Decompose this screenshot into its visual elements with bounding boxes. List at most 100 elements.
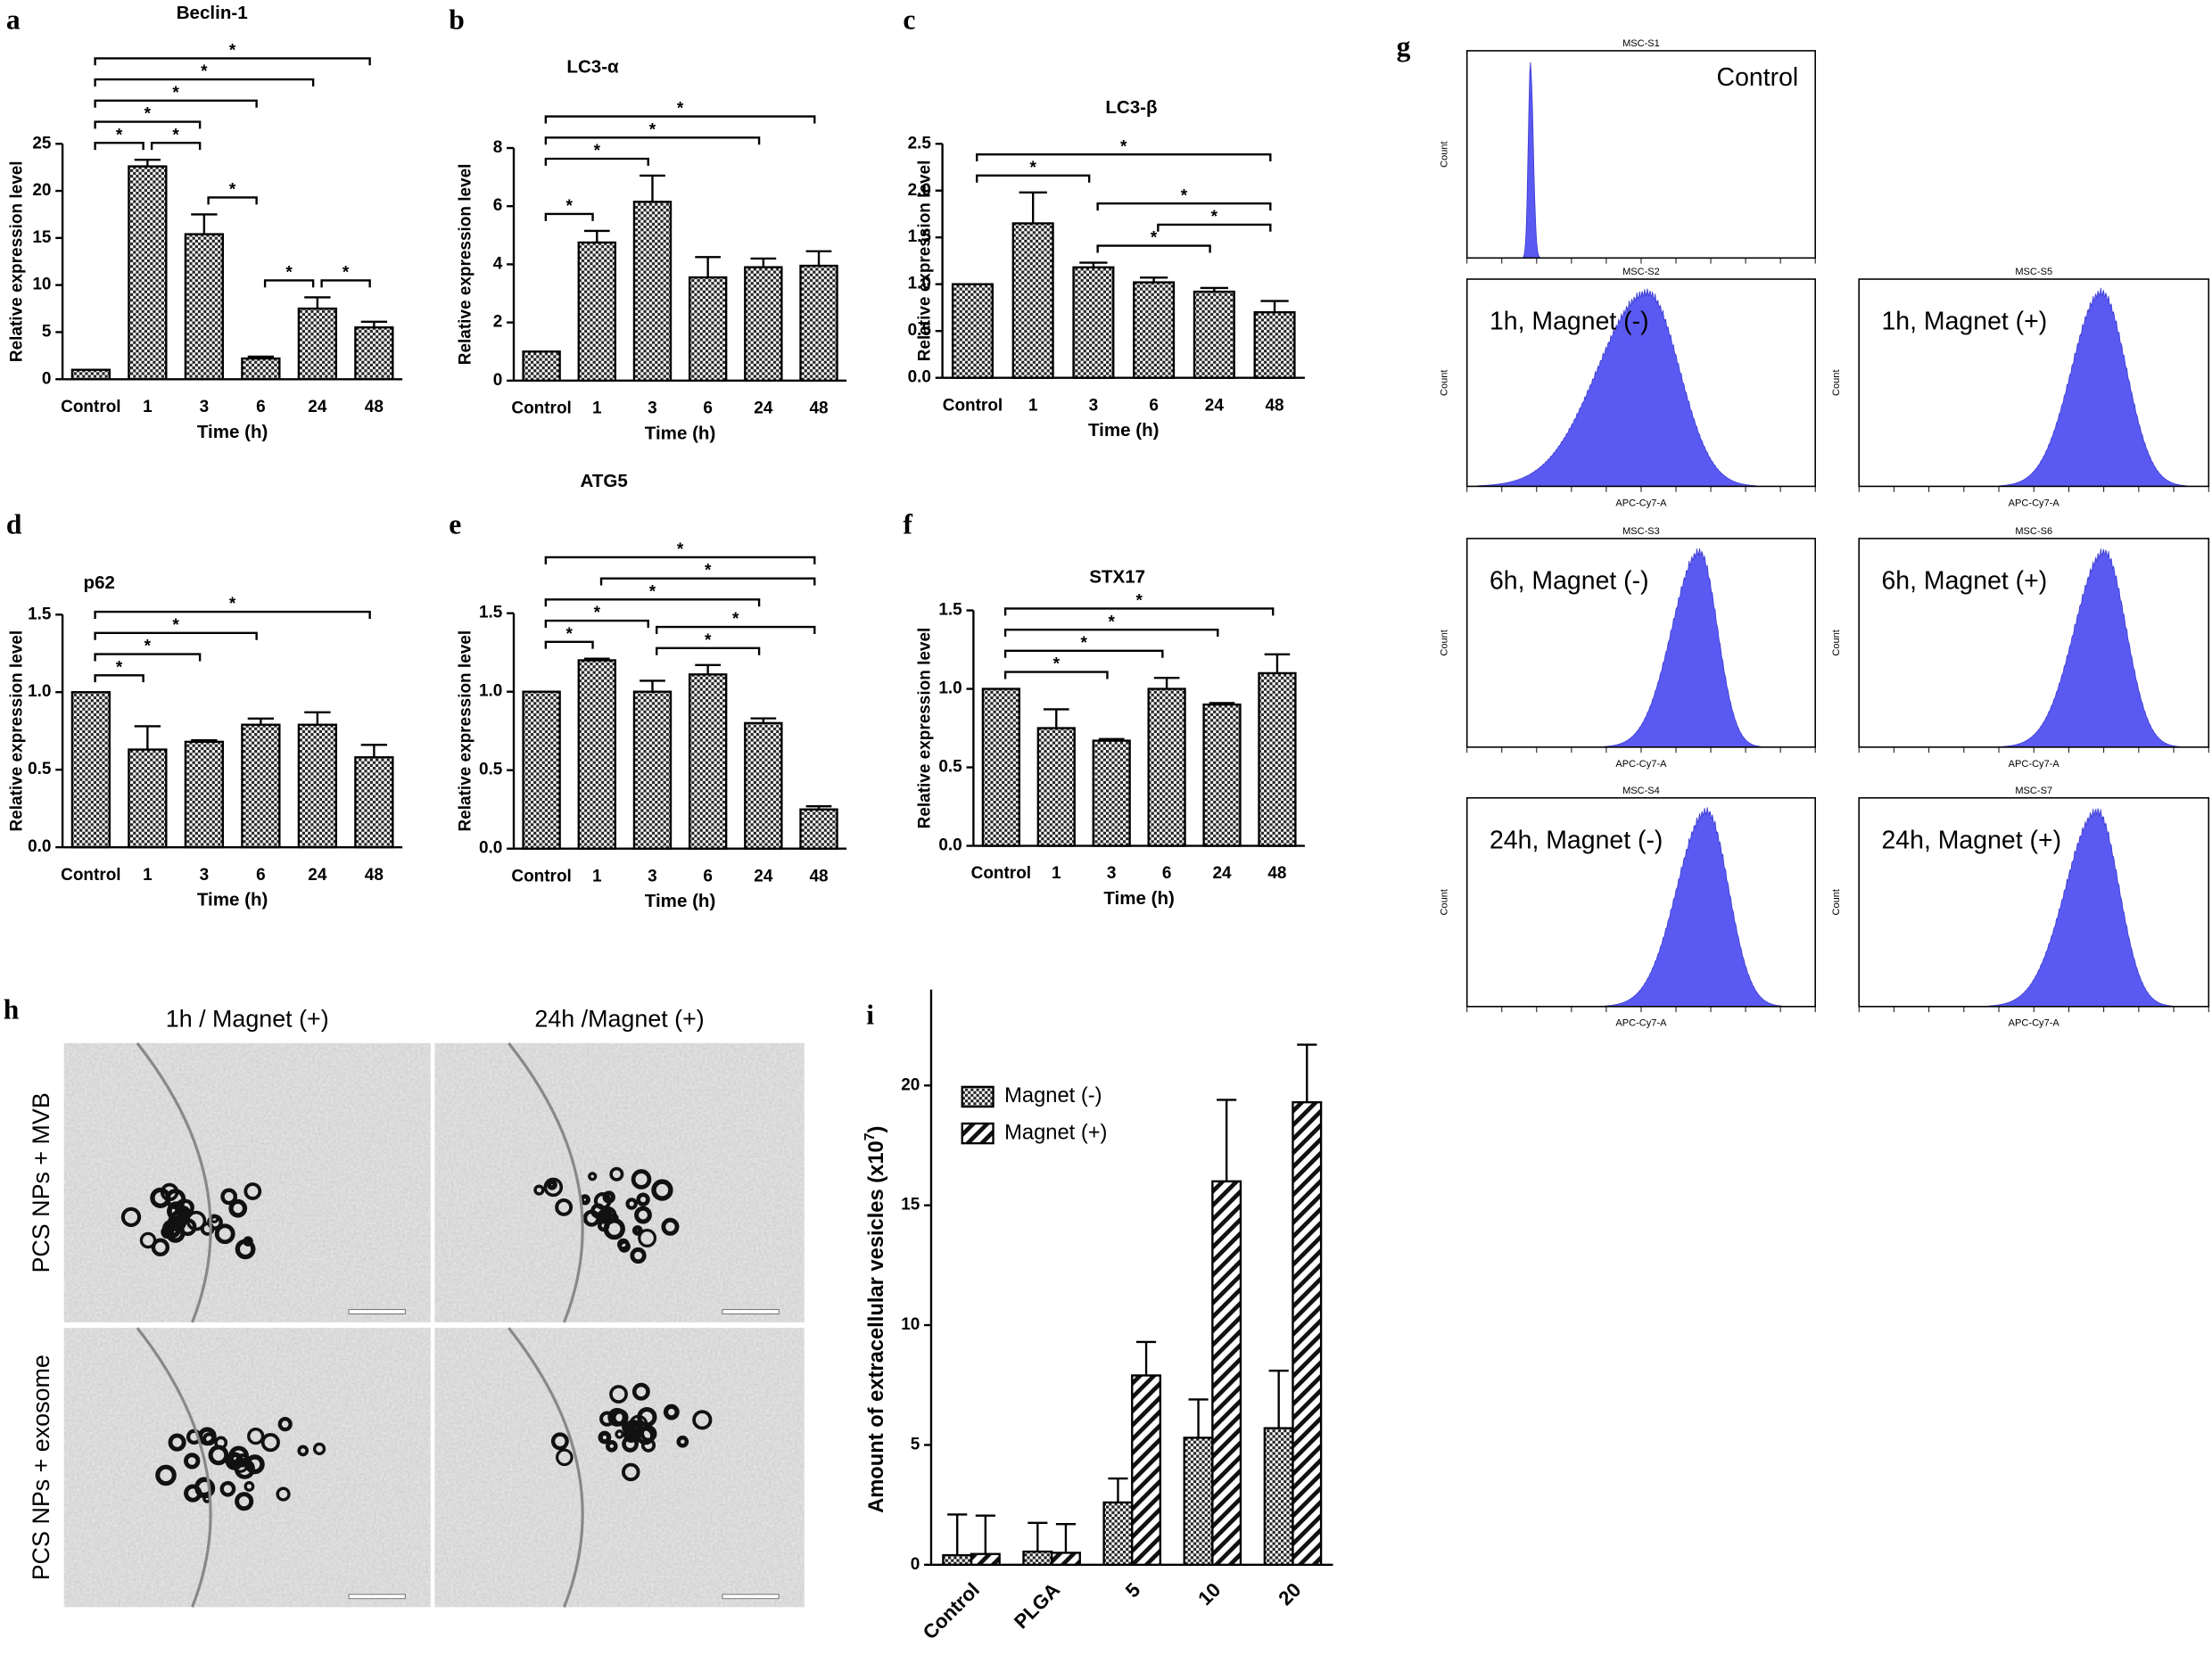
panel-label: h xyxy=(4,993,20,1025)
bar xyxy=(744,721,783,850)
panel-title: 6h, Magnet (+) xyxy=(1882,566,2048,595)
nanoparticle xyxy=(638,1229,657,1247)
significance-label: * xyxy=(705,631,712,650)
x-tick-label: 10 xyxy=(1193,1578,1225,1610)
bar xyxy=(1147,688,1186,847)
x-tick-label: 3 xyxy=(1089,396,1099,415)
significance-label: * xyxy=(229,41,236,60)
x-tick-label: 1 xyxy=(1052,864,1061,883)
legend-label: Magnet (-) xyxy=(1004,1084,1102,1107)
nanoparticle xyxy=(194,1478,216,1499)
y-tick-label: 1.0 xyxy=(28,682,51,701)
y-tick-label: 20 xyxy=(32,181,51,200)
panel-label: f xyxy=(903,509,912,540)
x-axis-title: APC-Cy7-A xyxy=(1615,1018,1667,1029)
significance-bracket xyxy=(1096,202,1272,211)
significance-label: * xyxy=(116,126,123,144)
panel-label: b xyxy=(449,4,465,36)
y-axis-title: Relative expression level xyxy=(8,630,27,832)
y-tick-label: 1.0 xyxy=(479,682,502,701)
x-tick-label: 6 xyxy=(703,399,713,417)
y-tick-label: 2 xyxy=(493,313,503,332)
bar xyxy=(1202,703,1242,847)
nanoparticle xyxy=(637,1407,657,1428)
histogram xyxy=(1988,808,2175,1008)
y-tick-label: 0.0 xyxy=(908,368,931,387)
significance-label: * xyxy=(144,638,152,656)
nanoparticle xyxy=(120,1206,142,1228)
nanoparticle xyxy=(609,1213,619,1223)
histogram xyxy=(1605,807,1784,1008)
significance-bracket xyxy=(94,653,202,662)
x-tick-label: 24 xyxy=(1212,864,1232,883)
nanoparticle xyxy=(174,1198,194,1218)
significance-bracket xyxy=(544,598,761,607)
significance-label: * xyxy=(649,120,656,139)
bar xyxy=(1263,1427,1294,1567)
nanoparticle xyxy=(233,1457,249,1473)
x-axis-title: APC-Cy7-A xyxy=(2009,498,2060,508)
nanoparticle xyxy=(533,1184,545,1196)
panel-title: 1h, Magnet (+) xyxy=(1882,308,2048,336)
sample-name: MSC-S3 xyxy=(1622,526,1660,537)
panel-label: g xyxy=(1397,31,1411,62)
nanoparticle xyxy=(663,1404,680,1420)
y-tick-label: 0.0 xyxy=(938,836,962,855)
bar xyxy=(1011,222,1054,379)
y-tick-label: 15 xyxy=(32,228,52,247)
bar xyxy=(297,307,338,381)
x-tick-label: 1 xyxy=(592,399,602,417)
significance-label: * xyxy=(705,562,712,580)
x-axis-title: Time (h) xyxy=(197,422,268,442)
significance-label: * xyxy=(172,84,179,103)
significance-bracket xyxy=(1157,223,1272,232)
nanoparticle xyxy=(598,1430,612,1445)
micrograph-texture xyxy=(63,1042,431,1322)
column-label: 1h / Magnet (+) xyxy=(166,1006,329,1033)
nanoparticle xyxy=(606,1440,618,1453)
bar xyxy=(70,368,111,381)
y-tick-label: 1.0 xyxy=(908,275,931,293)
bar xyxy=(354,756,394,849)
chart-title: LC3-α xyxy=(566,56,619,77)
panel-title: 24h, Magnet (+) xyxy=(1882,826,2062,854)
bar xyxy=(951,283,995,379)
chart-title: ATG5 xyxy=(581,471,628,491)
significance-label: * xyxy=(1053,655,1061,674)
y-tick-label: 2.5 xyxy=(908,134,932,152)
nanoparticle xyxy=(651,1179,673,1201)
significance-label: * xyxy=(649,582,656,601)
significance-label: * xyxy=(172,616,179,635)
significance-bracket xyxy=(544,556,816,564)
significance-bracket xyxy=(656,625,816,635)
nanoparticle xyxy=(636,1426,655,1445)
sample-name: MSC-S6 xyxy=(2015,526,2052,537)
y-tick-label: 8 xyxy=(493,138,503,157)
nanoparticle xyxy=(219,1480,236,1497)
x-axis-title: APC-Cy7-A xyxy=(2009,1018,2060,1029)
y-axis-title: Relative expression level xyxy=(456,630,475,832)
y-axis-title-exponent: 7 xyxy=(863,1132,878,1140)
bar xyxy=(1102,1501,1134,1567)
y-tick-label: 0 xyxy=(493,371,503,390)
panel-title: 24h, Magnet (-) xyxy=(1490,826,1663,854)
bar xyxy=(744,266,783,383)
nanoparticle xyxy=(297,1445,310,1457)
bar xyxy=(1183,1437,1214,1567)
significance-bracket xyxy=(656,646,761,655)
bar xyxy=(1133,281,1176,379)
bar xyxy=(354,325,394,381)
sample-name: MSC-S2 xyxy=(1622,267,1660,277)
y-tick-label: 0.5 xyxy=(479,761,503,779)
significance-bracket xyxy=(976,174,1091,183)
significance-bracket xyxy=(263,279,315,288)
row-label: PCS NPs + MVB xyxy=(28,1092,54,1272)
panel-title: 6h, Magnet (-) xyxy=(1490,566,1649,595)
scale-bar xyxy=(348,1593,406,1600)
nanoparticle xyxy=(631,1225,643,1236)
micrograph-texture xyxy=(434,1328,805,1608)
bar xyxy=(1036,727,1076,847)
x-tick-label: Control xyxy=(511,399,571,417)
micrograph-texture xyxy=(434,1042,805,1322)
